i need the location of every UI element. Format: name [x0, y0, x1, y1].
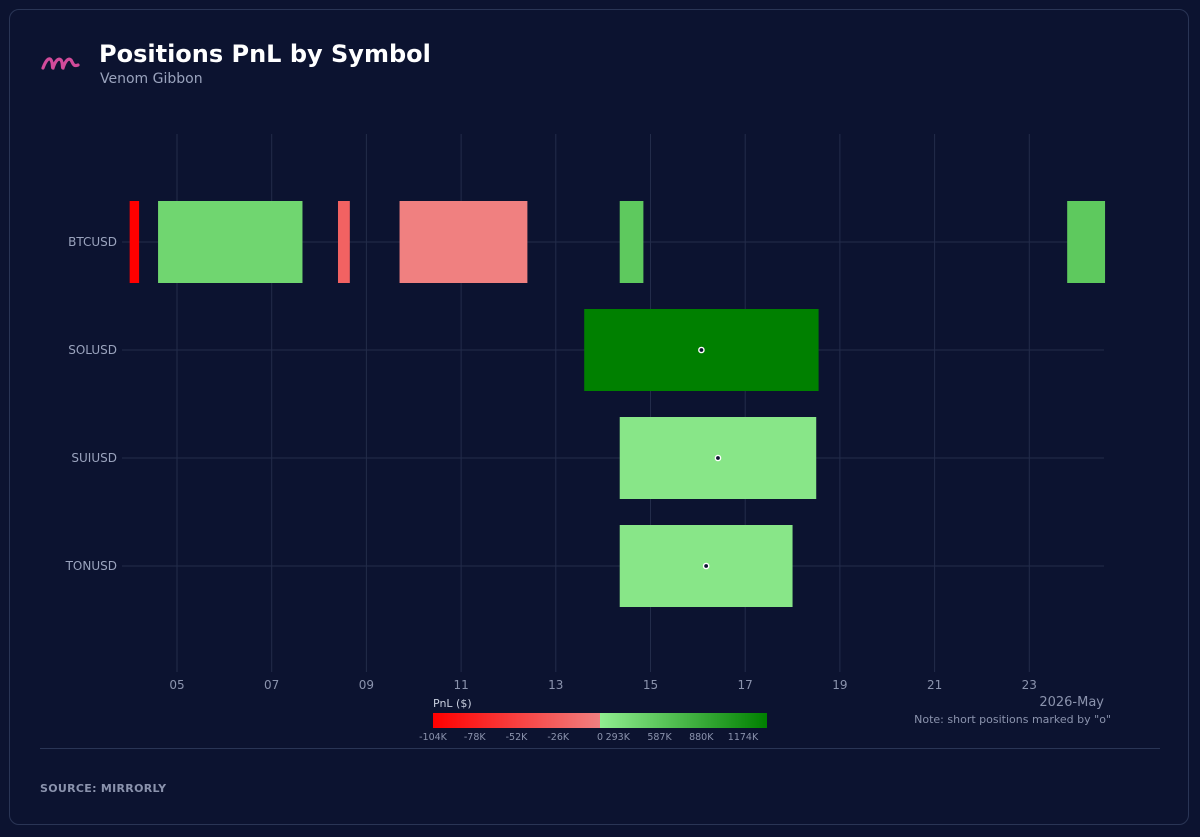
x-tick-label: 19 [832, 678, 847, 692]
page-title: Positions PnL by Symbol [99, 40, 431, 68]
colorbar-tick-label: 587K [647, 732, 672, 743]
colorbar-negative [433, 713, 600, 728]
x-tick-label: 15 [643, 678, 658, 692]
x-tick-label: 21 [927, 678, 942, 692]
x-axis-month-label: 2026-May [1039, 695, 1104, 710]
y-category-label: TONUSD [65, 559, 117, 573]
short-marker [702, 562, 710, 570]
short-note: Note: short positions marked by "o" [914, 713, 1111, 726]
x-tick-label: 13 [548, 678, 563, 692]
colorbar-tick-label: 0 [597, 732, 603, 743]
colorbar-tick-label: 293K [606, 732, 631, 743]
x-tick-label: 09 [359, 678, 374, 692]
x-tick-label: 05 [169, 678, 184, 692]
short-marker [698, 346, 705, 354]
position-bar [619, 201, 644, 283]
position-bar [399, 201, 528, 283]
x-tick-label: 07 [264, 678, 279, 692]
page-subtitle: Venom Gibbon [100, 71, 203, 87]
colorbar-tick-label: -78K [464, 732, 487, 743]
colorbar-tick-label: 880K [689, 732, 714, 743]
short-marker [714, 454, 722, 462]
chart-card [9, 9, 1189, 825]
x-tick-label: 17 [738, 678, 753, 692]
brand-logo-icon [40, 48, 82, 78]
y-category-label: SOLUSD [68, 343, 117, 357]
colorbar-tick-label: -26K [547, 732, 570, 743]
position-bar [158, 201, 303, 283]
position-bar [129, 201, 140, 283]
colorbar-tick-label: -104K [419, 732, 448, 743]
colorbar-tick-label: -52K [506, 732, 529, 743]
source-label: SOURCE: MIRRORLY [40, 782, 167, 795]
x-tick-label: 11 [453, 678, 468, 692]
footer-divider [40, 748, 1160, 749]
colorbar-label: PnL ($) [433, 697, 472, 710]
position-bar [1067, 201, 1106, 283]
position-bar [337, 201, 350, 283]
x-tick-label: 23 [1022, 678, 1037, 692]
y-category-label: SUIUSD [71, 451, 117, 465]
colorbar-positive [600, 713, 767, 728]
colorbar-tick-label: 1174K [728, 732, 759, 743]
y-category-label: BTCUSD [68, 235, 117, 249]
